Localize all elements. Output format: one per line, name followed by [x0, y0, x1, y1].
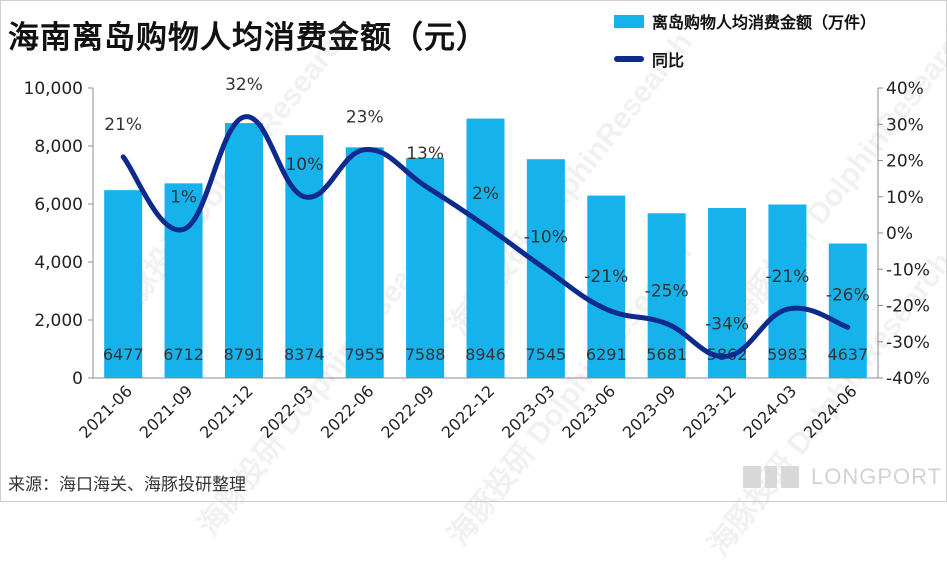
line-value-label: -21% [584, 267, 628, 287]
y-right-tick-label: 40% [886, 79, 924, 99]
brand-mark-icon [743, 466, 803, 488]
line-value-label: -34% [705, 314, 749, 334]
bar-value-label: 8791 [224, 345, 265, 364]
x-tick-label: 2023-09 [619, 381, 680, 442]
line-value-label: 2% [472, 184, 499, 204]
chart-svg: 02,0004,0006,0008,00010,000-40%-30%-20%-… [24, 75, 930, 442]
legend-line-swatch [614, 56, 644, 62]
bar [285, 135, 324, 378]
x-tick-label: 2022-12 [438, 381, 499, 442]
x-tick-label: 2021-09 [136, 381, 197, 442]
x-tick-label: 2024-06 [800, 381, 861, 442]
bar-value-label: 6477 [103, 345, 144, 364]
legend-line-label: 同比 [652, 51, 685, 70]
legend-bar-label: 离岛购物人均消费金额（万件） [652, 13, 877, 32]
bar [224, 123, 263, 378]
line-value-label: -25% [645, 282, 689, 302]
chart-title: 海南离岛购物人均消费金额（元） [8, 20, 488, 56]
y-right-tick-label: -10% [886, 260, 930, 280]
line-value-label: 32% [225, 75, 263, 95]
y-left-tick-label: 4,000 [34, 253, 83, 273]
y-left-tick-label: 2,000 [34, 311, 83, 331]
y-right-tick-label: 10% [886, 188, 924, 208]
brand-text: LONGPORT [811, 464, 943, 489]
legend: 离岛购物人均消费金额（万件） 同比 [614, 8, 934, 78]
bar-value-label: 7955 [344, 345, 385, 364]
x-tick-label: 2022-06 [317, 381, 378, 442]
x-tick-label: 2023-06 [558, 381, 619, 442]
bar [104, 190, 143, 378]
legend-bar-swatch [614, 14, 644, 28]
x-tick-label: 2021-06 [75, 381, 136, 442]
y-left-tick-label: 8,000 [34, 137, 83, 157]
bar-value-label: 5681 [646, 345, 687, 364]
y-right-tick-label: -20% [886, 297, 930, 317]
x-tick-label: 2021-12 [196, 381, 257, 442]
y-right-tick-label: -30% [886, 333, 930, 353]
bar [587, 195, 626, 378]
bar [647, 213, 686, 378]
y-left-tick-label: 10,000 [24, 79, 83, 99]
line-value-label: 21% [104, 115, 142, 135]
line-value-label: -21% [765, 267, 809, 287]
bar-value-label: 5983 [767, 345, 808, 364]
bar [466, 118, 505, 378]
x-tick-label: 2023-12 [679, 381, 740, 442]
x-tick-label: 2022-03 [256, 381, 317, 442]
x-tick-label: 2024-03 [740, 381, 801, 442]
bar [768, 204, 807, 378]
brand-logo: LONGPORT [743, 464, 942, 490]
bar-value-label: 4637 [827, 345, 868, 364]
bar [828, 243, 867, 378]
x-tick-label: 2022-09 [377, 381, 438, 442]
bar-value-label: 7545 [526, 345, 567, 364]
y-right-tick-label: 30% [886, 115, 924, 135]
bar-value-label: 6291 [586, 345, 627, 364]
bar-value-label: 8374 [284, 345, 325, 364]
x-tick-label: 2023-03 [498, 381, 559, 442]
y-left-tick-label: 0 [72, 369, 83, 389]
source-note: 来源：海口海关、海豚投研整理 [8, 475, 246, 495]
y-left-tick-label: 6,000 [34, 195, 83, 215]
bar-value-label: 8946 [465, 345, 506, 364]
bar [345, 147, 384, 378]
line-value-label: 23% [346, 108, 384, 128]
bar-value-label: 6712 [163, 345, 204, 364]
line-value-label: 13% [406, 144, 444, 164]
y-right-tick-label: 0% [886, 224, 913, 244]
bar-value-label: 7588 [405, 345, 446, 364]
line-value-label: -10% [524, 227, 568, 247]
yoy-line [120, 114, 851, 359]
legend-item-line: 同比 [614, 46, 684, 72]
y-right-tick-label: 20% [886, 152, 924, 172]
line-value-label: 10% [285, 155, 323, 175]
line-value-label: 1% [170, 187, 197, 207]
y-right-tick-label: -40% [886, 369, 930, 389]
legend-item-bar: 离岛购物人均消费金额（万件） [614, 8, 876, 34]
line-value-label: -26% [826, 285, 870, 305]
